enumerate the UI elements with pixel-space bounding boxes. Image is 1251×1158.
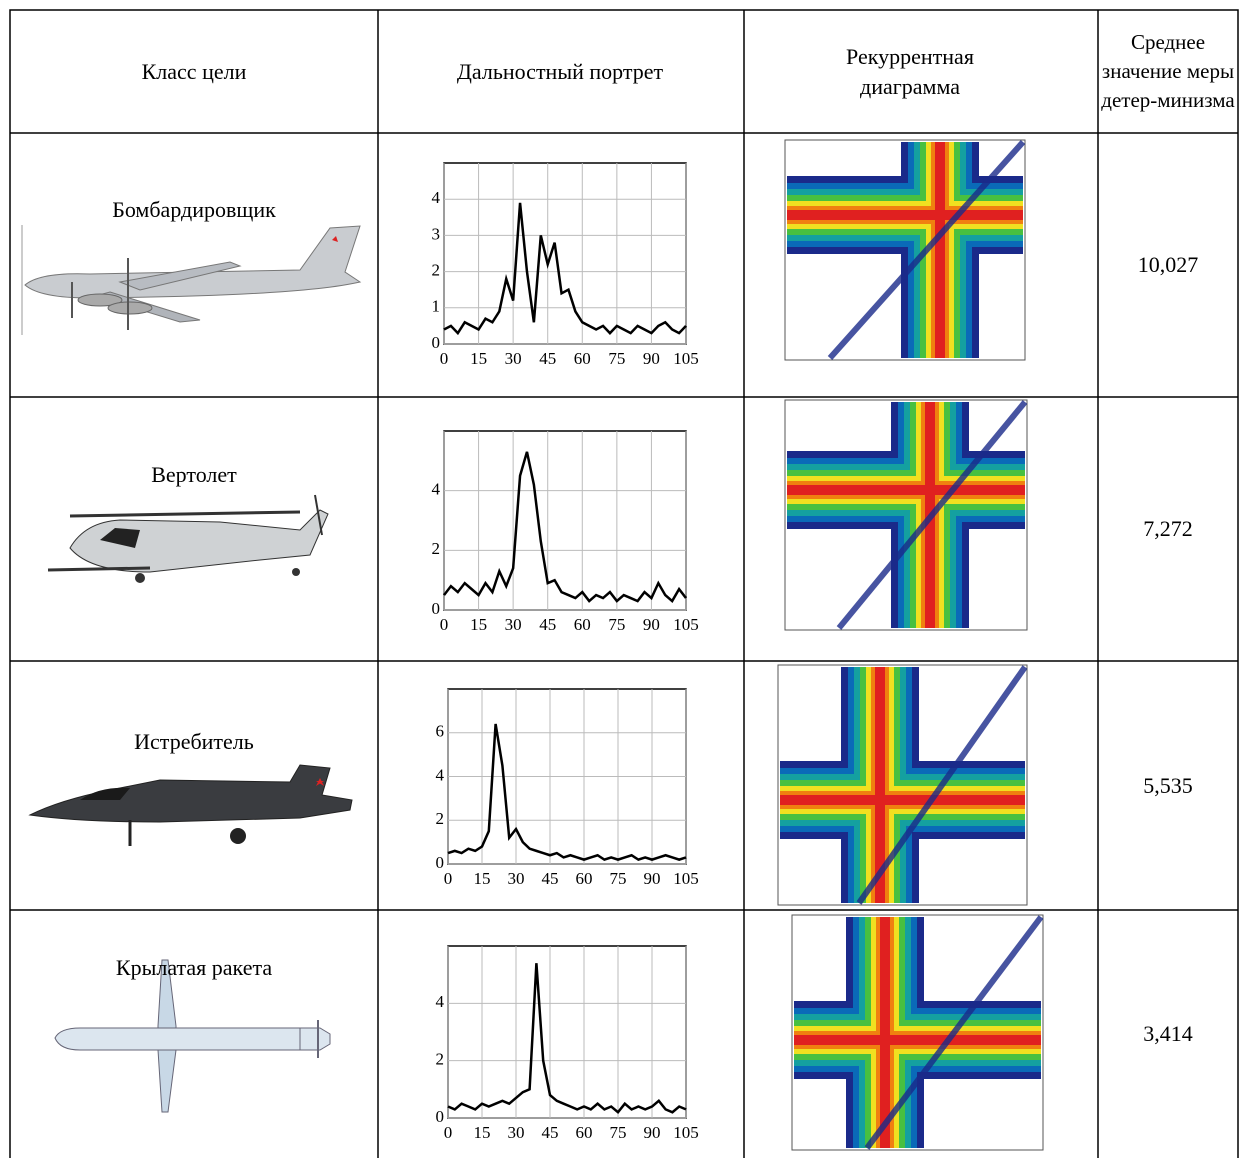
x-tick-label: 60 xyxy=(576,869,593,888)
x-tick-label: 90 xyxy=(644,869,661,888)
x-tick-label: 75 xyxy=(610,1123,627,1142)
x-tick-label: 30 xyxy=(505,349,522,368)
x-tick-label: 15 xyxy=(470,615,487,634)
recurrence-diagram xyxy=(785,400,1027,630)
determinism-value: 7,272 xyxy=(1098,397,1238,661)
x-tick-label: 30 xyxy=(505,615,522,634)
x-tick-label: 90 xyxy=(644,1123,661,1142)
diagram-band xyxy=(787,210,1023,220)
y-tick-label: 4 xyxy=(432,480,441,499)
x-tick-label: 45 xyxy=(539,615,556,634)
determinism-value: 3,414 xyxy=(1098,910,1238,1158)
x-tick-label: 0 xyxy=(444,1123,453,1142)
x-tick-label: 60 xyxy=(574,349,591,368)
y-tick-label: 0 xyxy=(432,333,441,352)
y-tick-label: 0 xyxy=(432,599,441,618)
x-tick-label: 15 xyxy=(474,869,491,888)
y-tick-label: 1 xyxy=(432,297,441,316)
x-tick-label: 105 xyxy=(673,615,699,634)
helicopter-image xyxy=(48,495,328,583)
x-tick-label: 45 xyxy=(542,1123,559,1142)
x-tick-label: 90 xyxy=(643,349,660,368)
x-tick-label: 105 xyxy=(673,349,699,368)
x-tick-label: 75 xyxy=(610,869,627,888)
determinism-value: 10,027 xyxy=(1098,133,1238,397)
x-tick-label: 60 xyxy=(576,1123,593,1142)
header-cell: Среднее значение меры детер-минизма xyxy=(1098,10,1238,133)
x-tick-label: 0 xyxy=(444,869,453,888)
header-cell: Дальностный портрет xyxy=(440,10,680,133)
x-tick-label: 105 xyxy=(673,869,699,888)
plot-frame xyxy=(444,431,686,610)
x-tick-label: 60 xyxy=(574,615,591,634)
x-tick-label: 0 xyxy=(440,615,449,634)
x-tick-label: 75 xyxy=(608,349,625,368)
plot-frame xyxy=(444,163,686,344)
target-class: Вертолет xyxy=(10,455,378,495)
x-tick-label: 30 xyxy=(508,1123,525,1142)
page: 0153045607590105012340153045607590105024… xyxy=(0,0,1251,1158)
recurrence-diagram xyxy=(792,915,1043,1150)
y-tick-label: 2 xyxy=(436,809,445,828)
recurrence-diagram xyxy=(778,665,1027,905)
y-tick-label: 3 xyxy=(432,224,441,243)
determinism-value: 5,535 xyxy=(1098,661,1238,910)
x-tick-label: 15 xyxy=(474,1123,491,1142)
range-profile-chart: 0 15 30 45 60 75 90 105 0 2 4 6 xyxy=(436,689,699,888)
x-tick-label: 45 xyxy=(542,869,559,888)
range-profile-chart: 0 15 30 45 60 75 90 105 0 1 2 3 4 xyxy=(432,163,699,368)
y-tick-label: 0 xyxy=(436,853,445,872)
diagram-band xyxy=(794,1035,1041,1045)
x-tick-label: 105 xyxy=(673,1123,699,1142)
header-cell: Класс цели xyxy=(10,10,378,133)
diagram-band xyxy=(935,142,945,358)
diagram-band xyxy=(787,485,1025,495)
x-tick-label: 15 xyxy=(470,349,487,368)
y-tick-label: 4 xyxy=(432,188,441,207)
target-class: Крылатая ракета xyxy=(10,948,378,988)
recurrence-diagram xyxy=(785,140,1025,360)
y-tick-label: 2 xyxy=(432,261,441,280)
fighter-image xyxy=(30,765,352,846)
x-tick-label: 75 xyxy=(608,615,625,634)
x-tick-label: 90 xyxy=(643,615,660,634)
target-class: Бомбардировщик xyxy=(10,190,378,230)
y-tick-label: 2 xyxy=(432,539,441,558)
y-tick-label: 6 xyxy=(436,722,445,741)
diagram-band xyxy=(880,917,890,1148)
range-profile-chart: 0 15 30 45 60 75 90 105 0 2 4 xyxy=(436,946,699,1142)
y-tick-label: 0 xyxy=(436,1107,445,1126)
y-tick-label: 2 xyxy=(436,1050,445,1069)
bomber-image xyxy=(22,225,360,335)
diagram-band xyxy=(780,795,1025,805)
y-tick-label: 4 xyxy=(436,992,445,1011)
plot-frame xyxy=(448,946,686,1118)
x-tick-label: 30 xyxy=(508,869,525,888)
x-tick-label: 0 xyxy=(440,349,449,368)
target-class: Истребитель xyxy=(10,722,378,762)
x-tick-label: 45 xyxy=(539,349,556,368)
range-profile-chart: 0 15 30 45 60 75 90 105 0 2 4 xyxy=(432,431,699,634)
header-cell: Рекуррентная диаграмма xyxy=(820,10,1000,133)
y-tick-label: 4 xyxy=(436,765,445,784)
